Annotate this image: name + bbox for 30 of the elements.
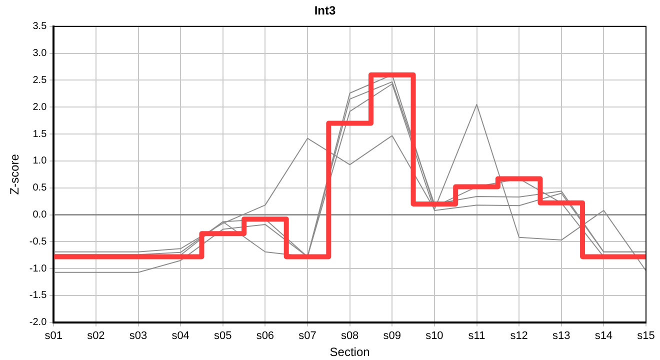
- y-axis-title: Z-score: [8, 154, 22, 195]
- x-tick-label: s04: [172, 330, 190, 342]
- x-tick-label: s02: [87, 330, 105, 342]
- y-tick-label: 2.5: [32, 74, 48, 86]
- y-tick-label: 0.5: [32, 182, 48, 194]
- x-tick-label: s15: [637, 330, 655, 342]
- x-tick-label: s13: [552, 330, 570, 342]
- y-tick-label: 2.0: [32, 102, 48, 113]
- y-tick-label: 3.5: [32, 21, 48, 32]
- x-tick-label: s01: [44, 330, 63, 342]
- x-tick-label: s10: [426, 330, 444, 342]
- chart-title: Int3: [314, 4, 336, 18]
- x-tick-label: s09: [383, 330, 402, 342]
- x-tick-label: s08: [340, 330, 359, 342]
- x-tick-label: s03: [129, 330, 148, 342]
- y-tick-label: -0.5: [29, 236, 48, 248]
- y-tick-label: 0.0: [32, 210, 48, 221]
- y-tick-label: -1.0: [29, 263, 48, 274]
- y-tick-label: 1.5: [32, 128, 48, 140]
- y-tick-label: 1.0: [32, 156, 48, 167]
- x-tick-label: s12: [510, 330, 528, 342]
- x-tick-label: s11: [468, 330, 486, 342]
- x-tick-label: s06: [256, 330, 274, 342]
- y-tick-label: -1.5: [29, 290, 48, 302]
- x-tick-label: s05: [214, 330, 232, 342]
- y-tick-label: -2.0: [29, 317, 48, 328]
- x-tick-label: s14: [594, 330, 613, 342]
- x-tick-label: s07: [298, 330, 316, 342]
- y-tick-label: 3.0: [32, 48, 48, 60]
- x-axis-title: Section: [330, 345, 370, 360]
